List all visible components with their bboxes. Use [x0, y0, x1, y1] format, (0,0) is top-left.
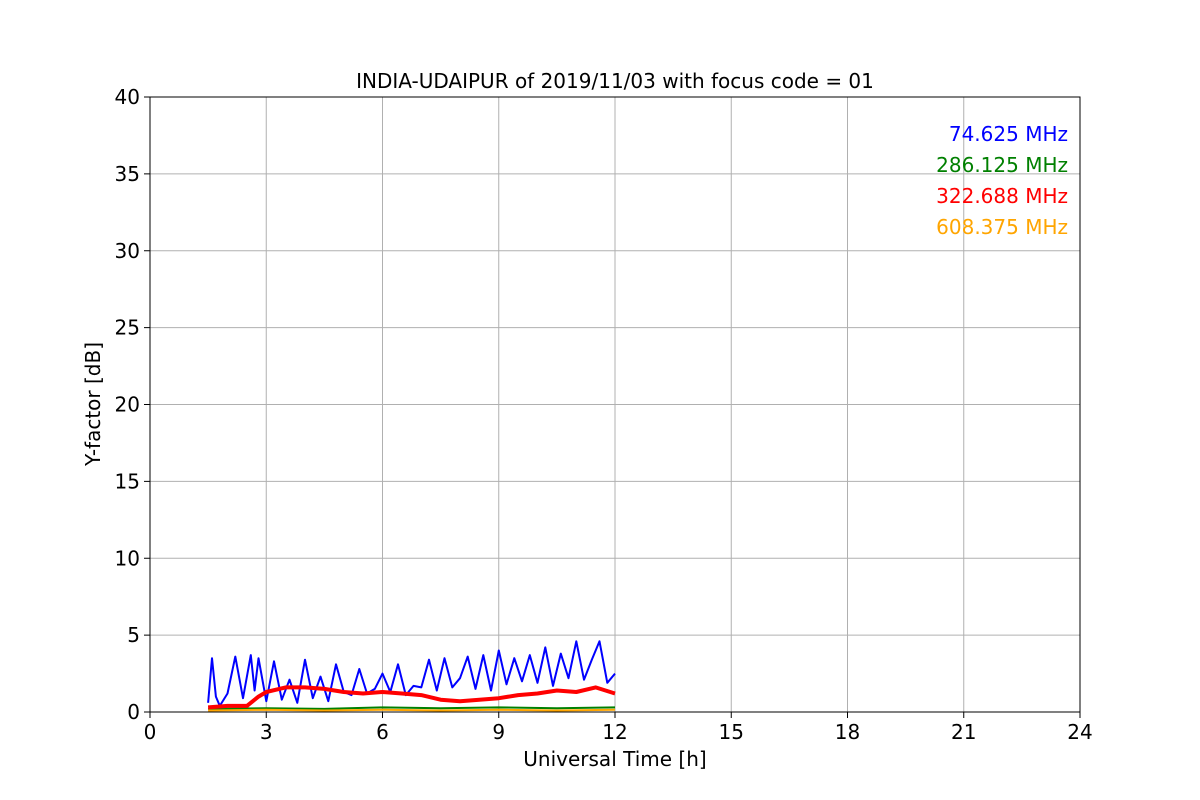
- x-tick-label: 21: [951, 720, 976, 744]
- series-line-4: [208, 708, 616, 712]
- y-tick-label: 20: [115, 393, 140, 417]
- series-line-3: [207, 685, 616, 710]
- legend: 74.625 MHz 286.125 MHz 322.688 MHz 608.375 …: [936, 122, 1068, 239]
- y-axis: 0 5 10 15 20 25 30 35 40: [115, 85, 150, 724]
- series-line-2: [208, 706, 616, 710]
- x-tick-label: 9: [492, 720, 505, 744]
- x-axis-label: Universal Time [h]: [523, 747, 706, 771]
- y-tick-label: 0: [127, 700, 140, 724]
- legend-entry: 322.688 MHz: [936, 184, 1068, 208]
- y-tick-label: 25: [115, 316, 140, 340]
- series-layer: [207, 640, 616, 712]
- x-axis: 0 3 6 9 12 15 18 21 24: [144, 712, 1093, 744]
- series-line-1: [207, 640, 616, 707]
- x-tick-label: 6: [376, 720, 389, 744]
- chart-title: INDIA-UDAIPUR of 2019/11/03 with focus c…: [356, 69, 874, 93]
- y-tick-label: 35: [115, 162, 140, 186]
- y-tick-label: 15: [115, 469, 140, 493]
- x-tick-label: 24: [1067, 720, 1092, 744]
- x-tick-label: 12: [602, 720, 627, 744]
- x-tick-label: 15: [719, 720, 744, 744]
- x-tick-label: 3: [260, 720, 273, 744]
- y-tick-label: 40: [115, 85, 140, 109]
- x-tick-label: 0: [144, 720, 157, 744]
- legend-entry: 74.625 MHz: [949, 122, 1068, 146]
- y-axis-label: Y-factor [dB]: [81, 342, 105, 467]
- y-tick-label: 10: [115, 546, 140, 570]
- y-tick-label: 30: [115, 239, 140, 263]
- y-tick-label: 5: [127, 623, 140, 647]
- legend-entry: 608.375 MHz: [936, 215, 1068, 239]
- x-tick-label: 18: [835, 720, 860, 744]
- legend-entry: 286.125 MHz: [936, 153, 1068, 177]
